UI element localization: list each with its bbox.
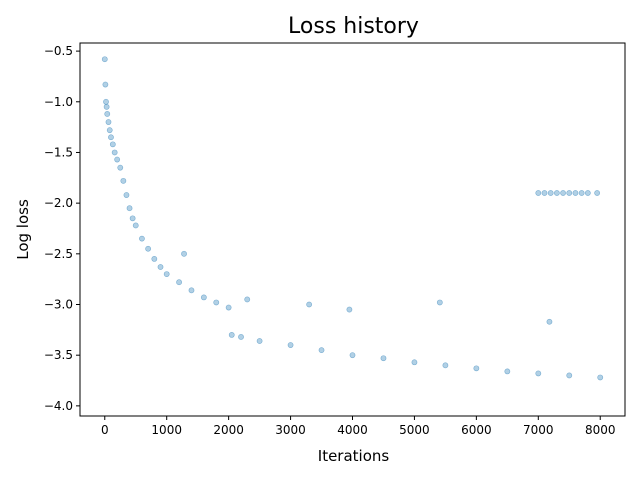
data-point bbox=[306, 301, 313, 308]
data-point bbox=[145, 245, 152, 252]
data-point bbox=[111, 149, 118, 156]
data-point bbox=[594, 190, 601, 196]
y-tick-label: −2.5 bbox=[44, 247, 73, 261]
data-point bbox=[442, 362, 449, 369]
data-point bbox=[411, 359, 418, 366]
data-point bbox=[132, 222, 139, 229]
data-point bbox=[104, 111, 111, 117]
data-point bbox=[105, 119, 112, 125]
y-tick-label: −1.5 bbox=[44, 145, 73, 159]
data-point bbox=[126, 205, 133, 212]
data-point bbox=[584, 190, 591, 196]
data-point bbox=[535, 190, 542, 196]
y-tick-label: −3.0 bbox=[44, 298, 73, 312]
x-tick-label: 0 bbox=[101, 423, 109, 437]
chart-title: Loss history bbox=[288, 14, 419, 39]
x-tick-label: 3000 bbox=[275, 423, 306, 437]
data-point bbox=[157, 264, 164, 270]
data-point bbox=[139, 235, 145, 242]
data-point bbox=[225, 304, 232, 311]
data-point bbox=[566, 372, 573, 379]
data-point bbox=[318, 347, 325, 354]
data-point bbox=[535, 370, 542, 377]
data-point bbox=[106, 127, 113, 134]
x-tick-label: 1000 bbox=[151, 423, 182, 437]
data-point bbox=[123, 192, 130, 198]
y-axis-title: Log loss bbox=[14, 199, 32, 260]
data-point bbox=[129, 215, 136, 222]
data-point bbox=[108, 134, 114, 141]
data-point bbox=[244, 296, 251, 303]
data-point bbox=[380, 355, 387, 362]
data-point bbox=[176, 279, 182, 286]
data-point bbox=[103, 98, 109, 105]
data-point bbox=[102, 81, 109, 88]
data-point bbox=[120, 177, 127, 184]
data-point bbox=[287, 342, 294, 348]
data-point bbox=[436, 299, 443, 306]
data-point bbox=[256, 338, 263, 344]
y-tick-label: −2.0 bbox=[44, 196, 73, 210]
data-point bbox=[238, 334, 244, 340]
data-point bbox=[560, 190, 566, 196]
data-point bbox=[566, 190, 573, 196]
data-point bbox=[572, 190, 579, 196]
data-point bbox=[188, 287, 195, 294]
data-point bbox=[103, 103, 110, 110]
data-point bbox=[101, 56, 108, 63]
data-point bbox=[547, 190, 554, 196]
data-point bbox=[181, 250, 187, 257]
data-point bbox=[163, 271, 170, 277]
x-tick-label: 5000 bbox=[399, 423, 430, 437]
plot-area bbox=[80, 43, 625, 416]
x-tick-label: 8000 bbox=[585, 423, 616, 437]
data-point bbox=[473, 365, 480, 372]
x-tick-label: 4000 bbox=[337, 423, 368, 437]
scatter-points bbox=[101, 56, 604, 381]
data-point bbox=[541, 190, 548, 196]
y-tick-label: −4.0 bbox=[44, 399, 73, 413]
y-axis-ticks: −0.5 −1.0 −1.5 −2.0 −2.5 −3.0 −3.5 −4.0 bbox=[44, 44, 80, 413]
data-point bbox=[578, 190, 585, 196]
data-point bbox=[597, 374, 604, 381]
x-tick-label: 6000 bbox=[461, 423, 492, 437]
data-point bbox=[109, 141, 116, 148]
data-point bbox=[117, 164, 124, 171]
x-tick-label: 7000 bbox=[523, 423, 554, 437]
y-tick-label: −3.5 bbox=[44, 348, 73, 362]
data-point bbox=[114, 156, 121, 163]
data-point bbox=[553, 190, 560, 196]
data-point bbox=[213, 299, 220, 306]
data-point bbox=[200, 294, 207, 301]
plot-frame bbox=[79, 42, 626, 417]
data-point bbox=[504, 368, 511, 375]
data-point bbox=[349, 352, 356, 359]
data-point bbox=[546, 318, 553, 325]
y-tick-label: −1.0 bbox=[44, 95, 73, 109]
x-axis-ticks: 0 1000 2000 3000 4000 5000 6000 7000 8000 bbox=[101, 416, 616, 437]
y-tick-label: −0.5 bbox=[44, 44, 73, 58]
data-point bbox=[228, 332, 235, 338]
x-tick-label: 2000 bbox=[213, 423, 244, 437]
data-point bbox=[151, 255, 158, 262]
x-axis-title: Iterations bbox=[318, 447, 390, 465]
data-point bbox=[346, 306, 353, 313]
